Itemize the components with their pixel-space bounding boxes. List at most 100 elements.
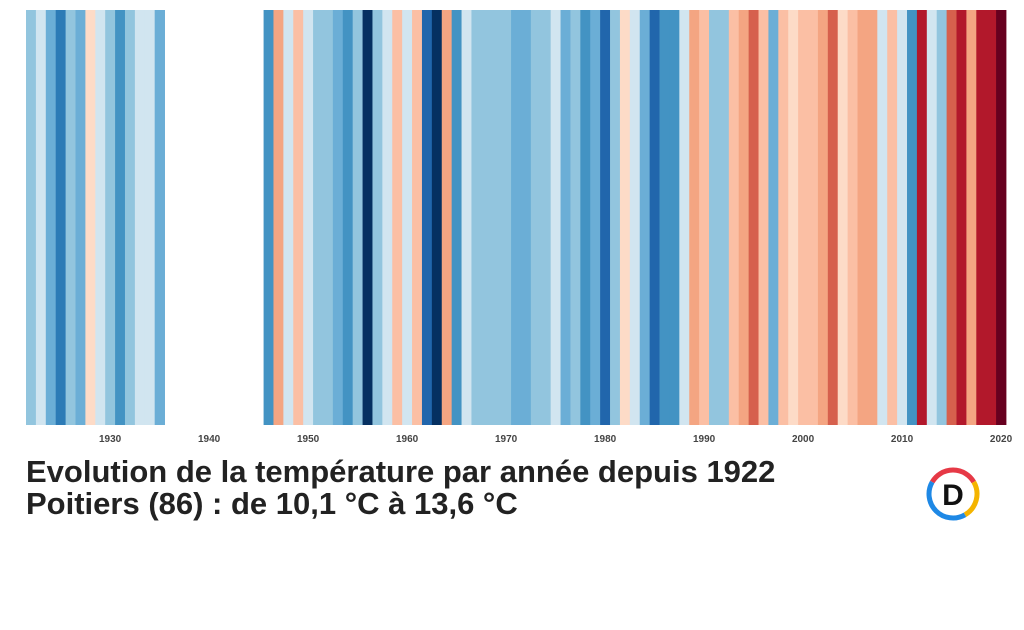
stripe-2007 bbox=[867, 10, 878, 425]
stripe-1977 bbox=[570, 10, 581, 425]
stripe-1979 bbox=[590, 10, 601, 425]
x-tick-label: 2010 bbox=[891, 434, 914, 445]
stripe-1989 bbox=[689, 10, 700, 425]
stripe-1952 bbox=[322, 10, 334, 425]
stripe-1956 bbox=[362, 10, 373, 425]
x-tick-label: 1950 bbox=[297, 434, 320, 445]
stripe-2013 bbox=[926, 10, 938, 425]
stripe-1990 bbox=[699, 10, 710, 425]
stripe-1997 bbox=[768, 10, 779, 425]
stripe-1931 bbox=[115, 10, 126, 425]
stripe-2016 bbox=[956, 10, 967, 425]
stripe-2011 bbox=[907, 10, 918, 425]
stripe-1976 bbox=[560, 10, 571, 425]
stripe-2003 bbox=[827, 10, 839, 425]
stripe-1949 bbox=[293, 10, 304, 425]
stripe-1958 bbox=[382, 10, 393, 425]
stripe-2017 bbox=[966, 10, 977, 425]
stripe-1927 bbox=[75, 10, 86, 425]
stripe-1994 bbox=[738, 10, 750, 425]
x-tick-label: 1940 bbox=[198, 434, 221, 445]
stripe-1924 bbox=[45, 10, 57, 425]
stripe-1965 bbox=[451, 10, 462, 425]
stripe-1922 bbox=[26, 10, 37, 425]
stripe-1948 bbox=[283, 10, 294, 425]
brand-logo: D bbox=[926, 467, 980, 521]
stripe-1963 bbox=[431, 10, 443, 425]
logo-arc-yellow bbox=[963, 480, 980, 517]
x-tick-label: 1930 bbox=[99, 434, 122, 445]
stripe-1946 bbox=[263, 10, 274, 425]
stripe-1955 bbox=[352, 10, 363, 425]
stripe-1951 bbox=[313, 10, 324, 425]
stripe-2009 bbox=[887, 10, 898, 425]
stripe-1953 bbox=[332, 10, 344, 425]
logo-letter: D bbox=[942, 479, 964, 512]
chart-title: Evolution de la température par année de… bbox=[26, 454, 776, 489]
stripe-1970 bbox=[501, 10, 512, 425]
stripe-1993 bbox=[728, 10, 740, 425]
stripe-1967 bbox=[471, 10, 482, 425]
stripe-1986 bbox=[659, 10, 670, 425]
x-tick-label: 2020 bbox=[990, 434, 1013, 445]
stripe-1962 bbox=[421, 10, 433, 425]
stripe-1974 bbox=[540, 10, 552, 425]
stripe-2008 bbox=[877, 10, 888, 425]
stripe-2019 bbox=[986, 10, 997, 425]
stripe-1934 bbox=[144, 10, 156, 425]
stripe-2001 bbox=[808, 10, 819, 425]
stripe-1959 bbox=[392, 10, 403, 425]
stripe-2000 bbox=[798, 10, 809, 425]
stripe-1954 bbox=[342, 10, 354, 425]
x-tick-label: 2000 bbox=[792, 434, 815, 445]
title-block: Evolution de la température par année de… bbox=[26, 456, 775, 520]
x-tick-label: 1970 bbox=[495, 434, 518, 445]
stripe-1985 bbox=[649, 10, 660, 425]
logo-arc-red bbox=[930, 467, 976, 484]
stripe-1925 bbox=[55, 10, 66, 425]
stripe-1926 bbox=[65, 10, 76, 425]
stripe-1983 bbox=[629, 10, 641, 425]
chart-subtitle: Poitiers (86) : de 10,1 °C à 13,6 °C bbox=[26, 486, 518, 521]
stripe-2002 bbox=[817, 10, 829, 425]
stripe-1960 bbox=[402, 10, 413, 425]
stripe-1968 bbox=[481, 10, 492, 425]
stripe-1999 bbox=[788, 10, 799, 425]
stripe-2018 bbox=[976, 10, 987, 425]
stripe-1971 bbox=[511, 10, 522, 425]
stripe-1930 bbox=[105, 10, 116, 425]
stripe-1947 bbox=[273, 10, 284, 425]
stripe-2010 bbox=[897, 10, 908, 425]
stripe-1929 bbox=[95, 10, 106, 425]
x-axis-ticks: 1930 1940 1950 1960 1970 1980 1990 2000 2010 2020 bbox=[99, 434, 1013, 445]
stripe-2005 bbox=[847, 10, 858, 425]
stripe-1987 bbox=[669, 10, 680, 425]
stripe-1978 bbox=[580, 10, 591, 425]
stripe-1973 bbox=[530, 10, 542, 425]
stripe-1995 bbox=[748, 10, 759, 425]
stripe-2015 bbox=[946, 10, 957, 425]
stripe-1996 bbox=[758, 10, 769, 425]
stripe-2006 bbox=[857, 10, 868, 425]
logo-arc-blue bbox=[926, 480, 967, 521]
stripe-1923 bbox=[35, 10, 47, 425]
stripe-1998 bbox=[778, 10, 789, 425]
stripe-2020 bbox=[996, 10, 1007, 425]
stripe-2014 bbox=[936, 10, 948, 425]
stripe-1972 bbox=[520, 10, 532, 425]
x-tick-label: 1960 bbox=[396, 434, 419, 445]
stripe-1982 bbox=[619, 10, 631, 425]
stripe-1969 bbox=[491, 10, 502, 425]
stripe-1935 bbox=[154, 10, 165, 425]
stripe-1991 bbox=[709, 10, 720, 425]
warming-stripes-chart: 1930 1940 1950 1960 1970 1980 1990 2000 2010 2020 bbox=[26, 10, 1013, 445]
stripe-1980 bbox=[600, 10, 611, 425]
stripe-1988 bbox=[679, 10, 690, 425]
stripe-1964 bbox=[441, 10, 453, 425]
stripe-1928 bbox=[85, 10, 96, 425]
stripe-1932 bbox=[124, 10, 136, 425]
x-tick-label: 1980 bbox=[594, 434, 617, 445]
stripe-1992 bbox=[718, 10, 730, 425]
stripe-1981 bbox=[610, 10, 621, 425]
stripe-2012 bbox=[916, 10, 928, 425]
